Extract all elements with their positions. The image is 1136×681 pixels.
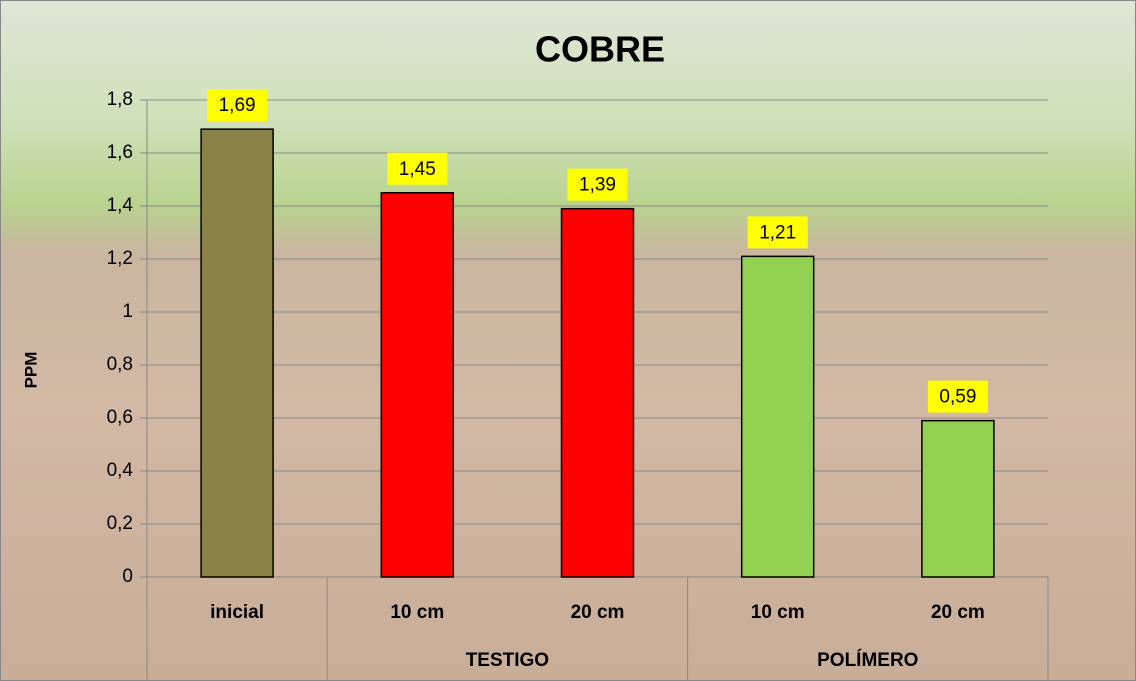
y-tick-label: 1 xyxy=(122,301,133,322)
value-label: 1,45 xyxy=(399,159,436,180)
bar xyxy=(742,256,814,577)
bar xyxy=(562,209,634,577)
chart: COBRE PPM 0 0,2 0,4 0,6 0,8 1 1,2 1,4 1,6 1,8 inic… xyxy=(0,0,1136,681)
bar xyxy=(201,129,273,577)
y-tick-label: 0,6 xyxy=(107,407,133,428)
bar xyxy=(922,421,994,577)
x-tick-label: inicial xyxy=(210,602,264,623)
value-label: 1,21 xyxy=(759,222,796,243)
x-tick-label: 20 cm xyxy=(931,602,985,623)
x-tick-label: 10 cm xyxy=(390,602,444,623)
x-tick-label: 20 cm xyxy=(571,602,625,623)
y-tick-label: 0 xyxy=(122,566,133,587)
group-label: TESTIGO xyxy=(466,650,549,671)
y-tick-label: 0,8 xyxy=(107,354,133,375)
group-label: POLÍMERO xyxy=(817,649,918,671)
y-tick-label: 1,8 xyxy=(107,89,133,110)
y-tick-label: 1,4 xyxy=(107,195,134,216)
x-tick-label: 10 cm xyxy=(751,602,805,623)
value-label: 1,39 xyxy=(579,175,616,196)
value-label: 1,69 xyxy=(219,95,256,116)
y-tick-label: 0,4 xyxy=(107,460,134,481)
chart-title: COBRE xyxy=(535,29,665,70)
y-tick-label: 0,2 xyxy=(107,513,133,534)
y-axis-label: PPM xyxy=(21,352,40,389)
value-label: 0,59 xyxy=(939,387,976,408)
bar xyxy=(381,193,453,577)
y-tick-label: 1,6 xyxy=(107,142,133,163)
chart-container: COBRE PPM 0 0,2 0,4 0,6 0,8 1 1,2 1,4 1,6 1,8 inic… xyxy=(0,0,1136,681)
y-tick-label: 1,2 xyxy=(107,248,133,269)
